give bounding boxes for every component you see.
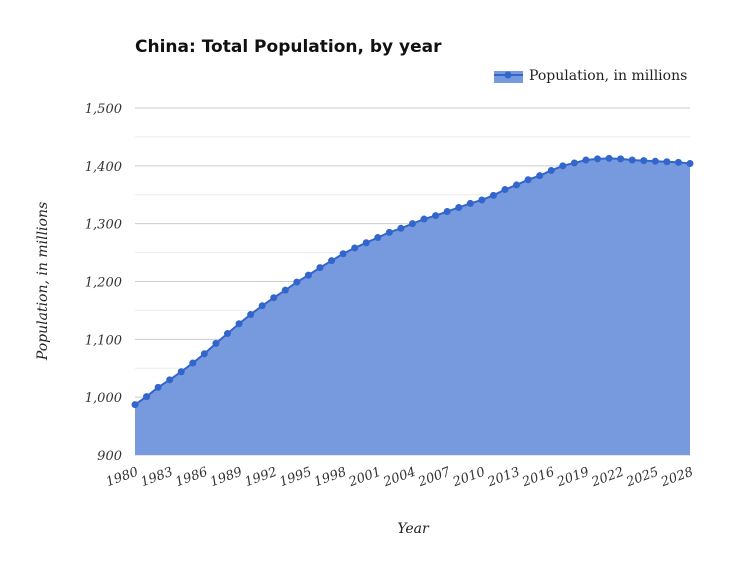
data-point	[293, 278, 301, 286]
data-point	[304, 271, 312, 279]
data-point	[570, 159, 578, 167]
data-point	[131, 401, 139, 409]
data-point	[409, 220, 416, 228]
x-tick-label: 2019	[554, 465, 591, 491]
legend: Population, in millions	[494, 68, 687, 84]
data-point	[686, 160, 694, 168]
legend-label: Population, in millions	[529, 68, 687, 84]
data-point	[362, 239, 370, 247]
data-point	[478, 196, 486, 204]
y-tick-label: 1,500	[85, 102, 122, 117]
data-point	[339, 250, 347, 258]
y-tick-label: 900	[97, 449, 122, 464]
x-tick-label: 2022	[589, 465, 626, 491]
data-point	[513, 181, 521, 189]
x-tick-label: 1998	[312, 465, 348, 490]
x-tick-label: 2025	[624, 465, 661, 491]
data-point	[455, 203, 463, 211]
legend-marker	[504, 71, 512, 79]
data-point	[316, 264, 324, 272]
data-point	[524, 176, 532, 184]
data-point	[212, 339, 220, 347]
y-tick-label: 1,300	[85, 218, 122, 233]
data-point	[489, 191, 497, 199]
x-tick-label: 1992	[243, 465, 279, 490]
data-point	[258, 302, 266, 310]
x-tick-label: 2028	[658, 465, 695, 491]
x-tick-label: 1995	[278, 465, 314, 490]
x-tick-label: 2016	[519, 465, 556, 491]
data-point	[559, 162, 567, 170]
data-point	[466, 199, 474, 207]
data-point	[501, 186, 509, 194]
data-point	[594, 155, 601, 163]
x-axis-label: Year	[397, 521, 430, 537]
data-point	[166, 376, 174, 384]
data-point	[351, 244, 359, 252]
data-point	[443, 208, 451, 216]
data-point	[617, 155, 625, 163]
x-tick-label: 2010	[450, 465, 487, 491]
data-point	[224, 330, 231, 338]
data-point	[385, 228, 393, 236]
data-point	[177, 368, 185, 376]
x-tick-label: 1989	[208, 465, 244, 490]
data-point	[605, 154, 613, 162]
data-point	[247, 310, 255, 318]
data-point	[674, 158, 682, 166]
y-tick-label: 1,000	[85, 391, 122, 406]
data-point	[651, 157, 659, 165]
data-point	[270, 294, 278, 302]
data-point	[547, 166, 555, 174]
data-point	[640, 157, 648, 165]
data-point	[200, 350, 208, 358]
data-point	[374, 234, 382, 242]
x-tick-label: 1986	[174, 465, 210, 490]
y-axis-label: Population, in millions	[35, 202, 51, 361]
data-point	[235, 320, 243, 328]
x-tick-label: 2007	[415, 464, 453, 490]
x-tick-label: 2013	[485, 465, 522, 491]
data-point	[143, 393, 151, 401]
x-tick-label: 2001	[346, 465, 383, 491]
data-point	[582, 156, 590, 164]
data-point	[397, 224, 405, 232]
x-tick-label: 2004	[381, 465, 418, 491]
y-tick-label: 1,200	[85, 276, 122, 291]
area-fill	[135, 158, 690, 455]
data-point	[154, 383, 162, 391]
x-tick-label: 1983	[139, 465, 175, 490]
data-point	[420, 215, 428, 223]
data-point	[189, 359, 197, 367]
data-point	[663, 158, 671, 166]
data-point	[628, 156, 636, 164]
data-point	[432, 212, 440, 220]
x-tick-label: 1980	[104, 465, 140, 490]
data-point	[536, 172, 544, 180]
y-tick-label: 1,100	[85, 333, 122, 348]
data-point	[281, 286, 289, 294]
chart-title: China: Total Population, by year	[135, 37, 442, 57]
y-tick-label: 1,400	[85, 160, 122, 175]
data-point	[328, 257, 336, 265]
